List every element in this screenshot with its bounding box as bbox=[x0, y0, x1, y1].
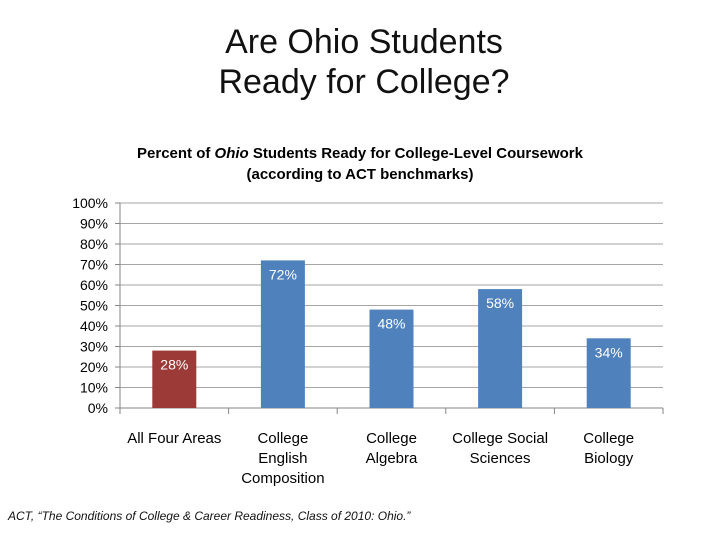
y-tick-label: 40% bbox=[80, 318, 108, 334]
data-label: 58% bbox=[486, 295, 514, 311]
chart-title-suffix: Students Ready for College-Level Coursew… bbox=[248, 145, 583, 162]
data-label: 72% bbox=[269, 266, 297, 282]
x-category-label: All Four Areas bbox=[127, 430, 221, 447]
slide-title: Are Ohio Students Ready for College? bbox=[0, 22, 728, 102]
chart-title-italic: Ohio bbox=[214, 145, 249, 162]
chart-title-line1: Percent of Ohio Students Ready for Colle… bbox=[80, 143, 640, 164]
x-category-label: College bbox=[366, 430, 417, 447]
x-category-label: Algebra bbox=[366, 450, 418, 467]
x-category-label: College Social bbox=[452, 430, 548, 447]
bar bbox=[586, 338, 631, 408]
x-category-label: College bbox=[257, 430, 308, 447]
chart-title-prefix: Percent of bbox=[137, 145, 215, 162]
slide-title-line1: Are Ohio Students bbox=[225, 23, 503, 61]
x-category-label: Biology bbox=[584, 450, 634, 467]
data-label: 34% bbox=[595, 344, 623, 360]
y-tick-label: 100% bbox=[72, 195, 108, 211]
y-tick-label: 70% bbox=[80, 257, 108, 273]
x-category-label: English bbox=[258, 450, 307, 467]
y-tick-label: 60% bbox=[80, 277, 108, 293]
y-tick-label: 0% bbox=[88, 400, 108, 416]
x-category-label: Sciences bbox=[470, 450, 531, 467]
y-tick-label: 80% bbox=[80, 236, 108, 252]
x-category-label: College bbox=[583, 430, 634, 447]
data-label: 28% bbox=[160, 357, 188, 373]
y-tick-label: 30% bbox=[80, 339, 108, 355]
y-tick-label: 10% bbox=[80, 380, 108, 396]
chart-subtitle: (according to ACT benchmarks) bbox=[246, 166, 474, 183]
y-tick-label: 90% bbox=[80, 216, 108, 232]
chart-title: Percent of Ohio Students Ready for Colle… bbox=[80, 143, 640, 185]
bar bbox=[260, 260, 305, 408]
y-tick-label: 50% bbox=[80, 298, 108, 314]
data-label: 48% bbox=[377, 316, 405, 332]
bar bbox=[152, 350, 197, 408]
y-tick-label: 20% bbox=[80, 359, 108, 375]
bar bbox=[478, 289, 523, 408]
slide-title-line2: Ready for College? bbox=[218, 63, 510, 101]
bar bbox=[369, 309, 414, 408]
x-category-label: Composition bbox=[241, 470, 324, 487]
source-citation: ACT, “The Conditions of College & Career… bbox=[8, 509, 411, 523]
